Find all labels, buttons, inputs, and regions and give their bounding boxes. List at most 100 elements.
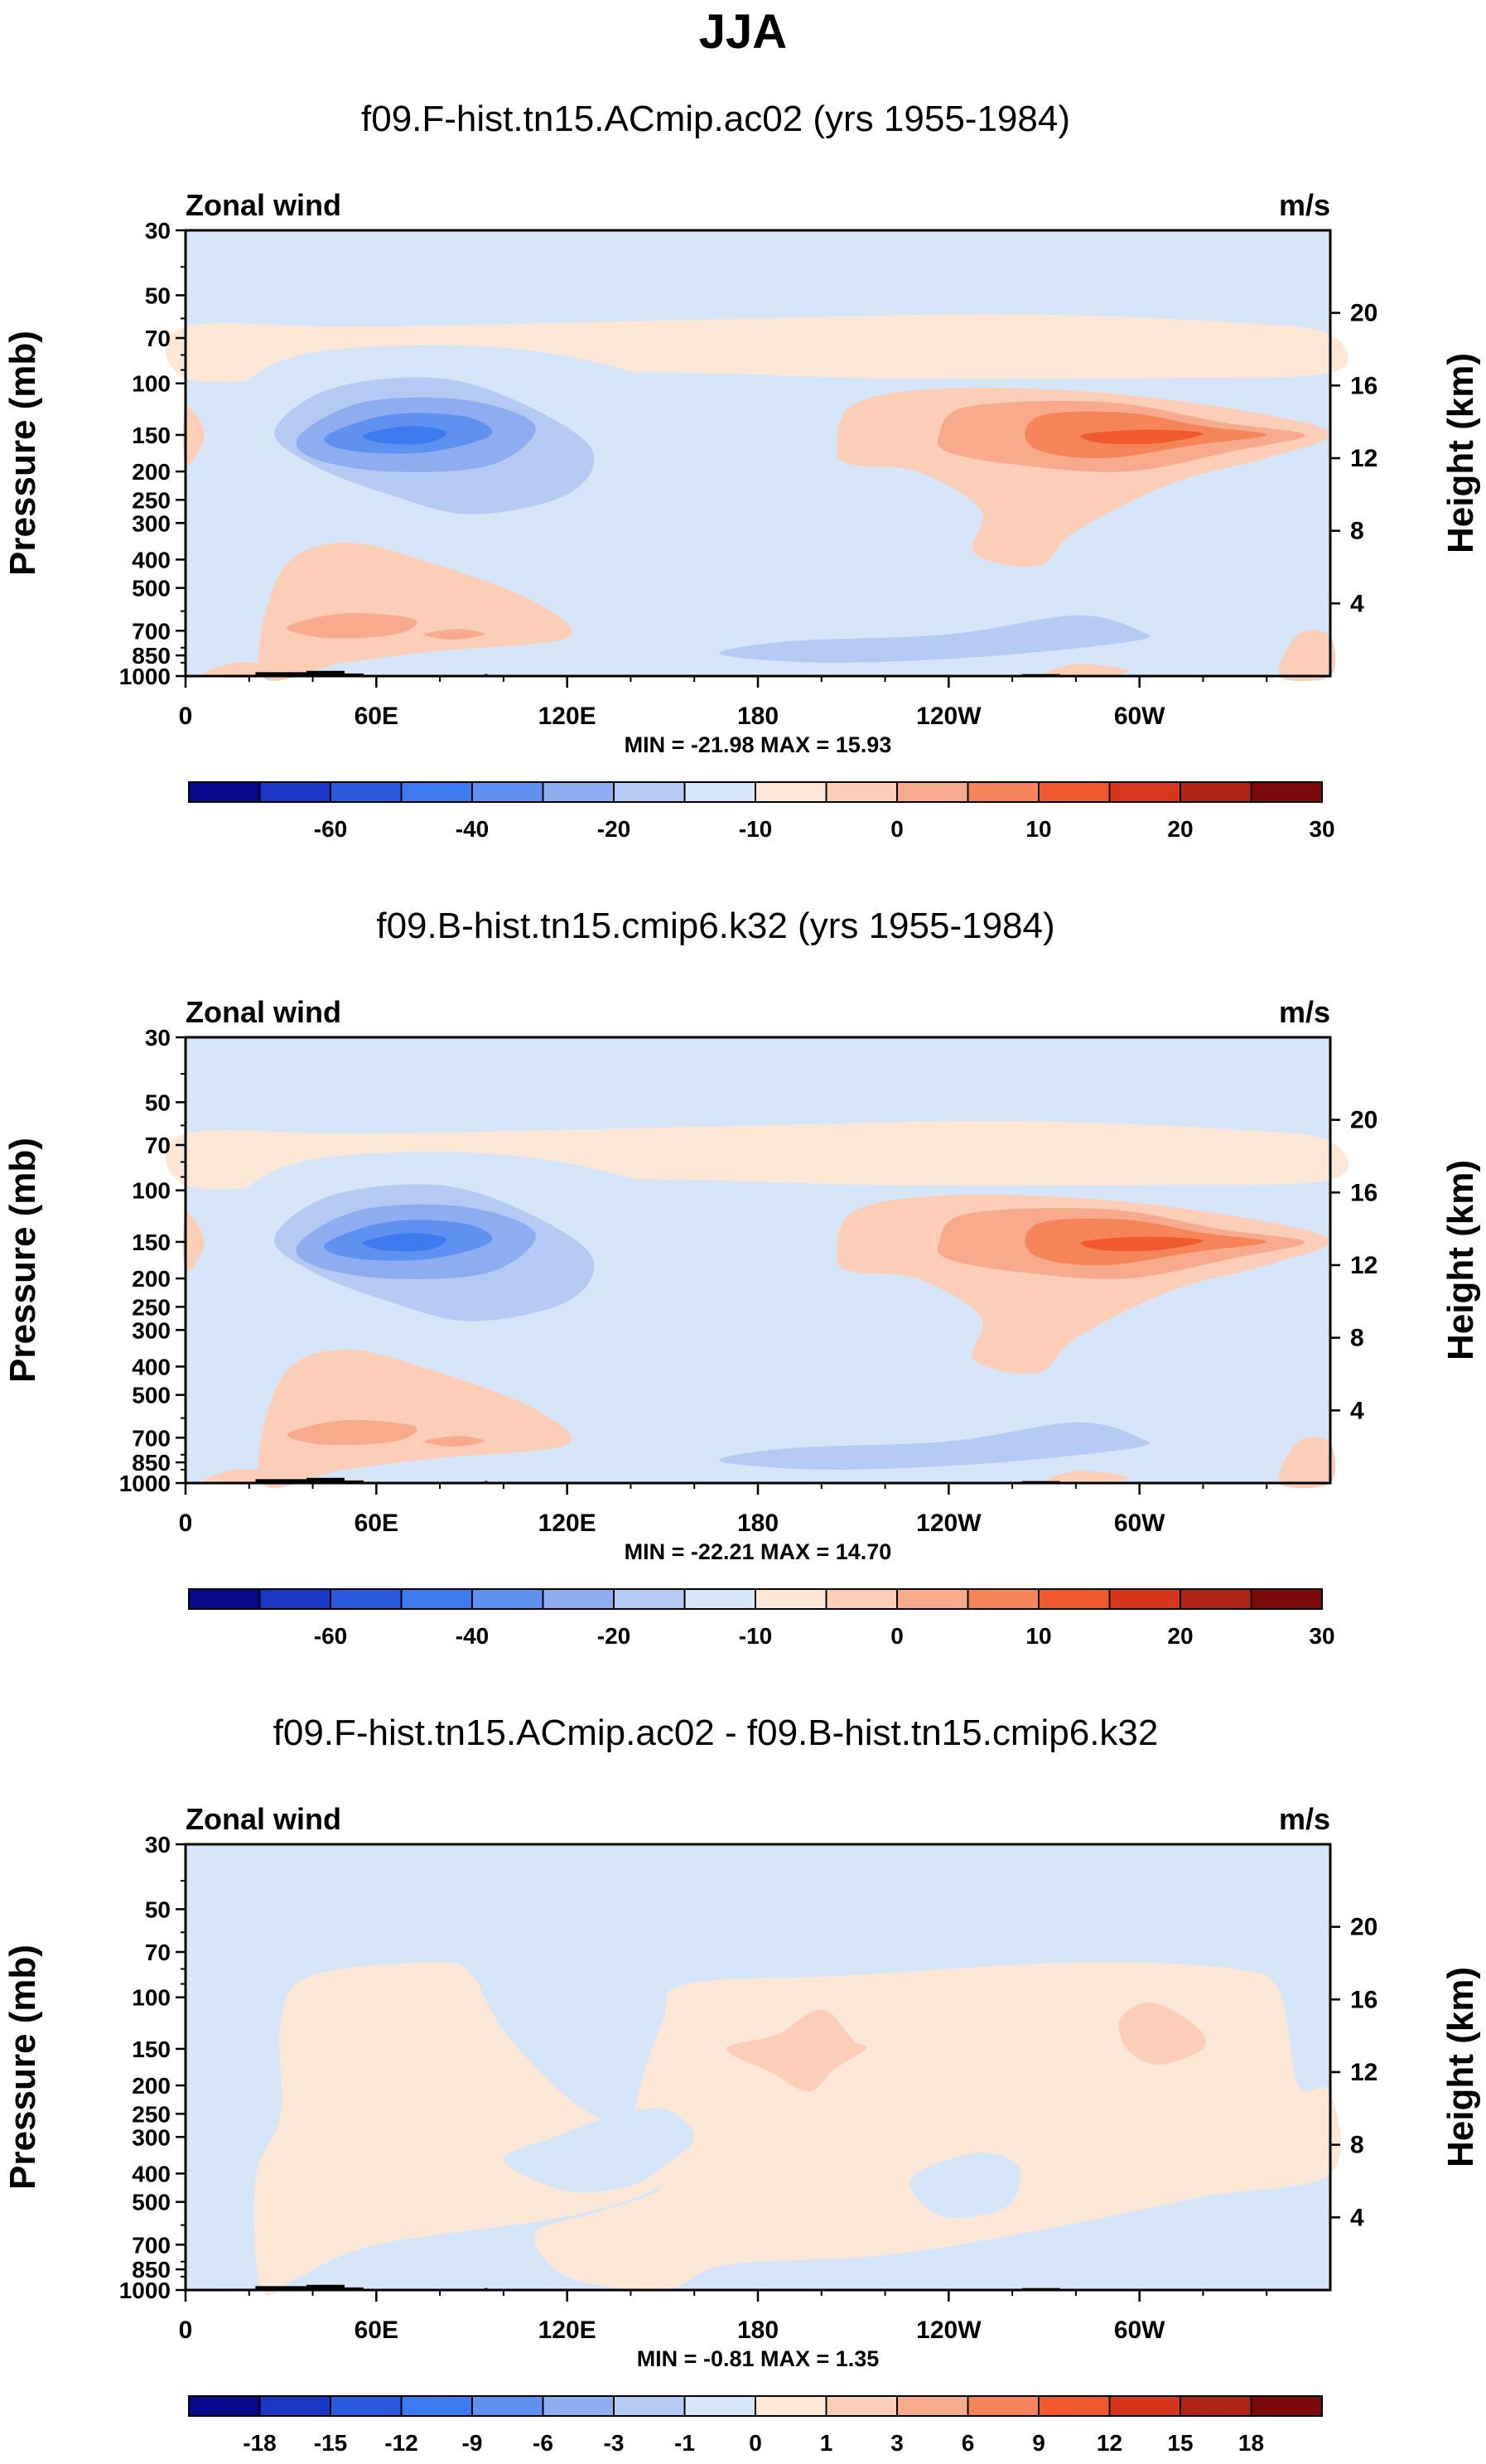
y-tick-label: 250 (132, 2101, 171, 2127)
y-tick-label: 70 (145, 1940, 171, 1965)
x-tick-label: 180 (737, 2317, 779, 2344)
y-tick-label: 50 (145, 283, 171, 308)
colorbar-box (330, 2395, 403, 2417)
y-tick-label: 200 (132, 1266, 171, 1292)
colorbar-box (1180, 781, 1252, 803)
colorbar-box (896, 1588, 969, 1610)
contour-lowlevel-easterly (719, 1422, 1151, 1470)
y-tick-label: 250 (132, 487, 171, 513)
colorbar-label: 6 (962, 2430, 975, 2456)
y-tick-label: 500 (132, 2190, 171, 2215)
x-tick-label: 120E (538, 703, 596, 730)
colorbar-box (967, 781, 1040, 803)
x-tick-label: 120W (916, 703, 982, 730)
y-axis-title: Pressure (mb) (2, 1138, 43, 1383)
y-tick-label: 200 (132, 2073, 171, 2099)
topography-block (344, 673, 364, 676)
colorbar: -60 -40 -20 -10 0 10 20 30 (188, 1588, 1335, 1649)
height-tick-label: 16 (1350, 1179, 1377, 1206)
colorbar-box (188, 1588, 261, 1610)
y-tick-label: 700 (132, 1425, 171, 1451)
y-tick-label: 50 (145, 1896, 171, 1922)
contour-diff-clear-east (909, 2152, 1021, 2218)
colorbar-box (1180, 1588, 1252, 1610)
y-tick-label: 200 (132, 459, 171, 485)
topography-block (344, 2287, 364, 2290)
colorbar-label: 0 (890, 816, 904, 842)
stats-text: MIN = -0.81 MAX = 1.35 (637, 2346, 880, 2371)
colorbar-box (1108, 781, 1181, 803)
height-tick-label: 8 (1350, 1325, 1364, 1352)
height-tick-label: 16 (1350, 372, 1377, 399)
colorbar: -18 -15 -12 -9 -6 -3 -1 0 1 3 6 9 12 15 18 (188, 2395, 1323, 2456)
colorbar-box (1038, 1588, 1111, 1610)
colorbar-label: 18 (1238, 2430, 1264, 2456)
colorbar-box (825, 781, 898, 803)
colorbar-box (258, 2395, 331, 2417)
x-tick-label: 60W (1114, 2317, 1165, 2344)
colorbar-label: -60 (314, 1623, 347, 1649)
colorbar-box (1180, 2395, 1252, 2417)
colorbar-box (967, 2395, 1040, 2417)
panel-left-label: Zonal wind (186, 188, 341, 222)
y-tick-label: 100 (132, 1985, 171, 2011)
y-tick-label: 150 (132, 423, 171, 448)
panel-right-label: m/s (1279, 188, 1330, 222)
colorbar-label: 0 (890, 1623, 904, 1649)
contour-lowlevel-warm2 (287, 612, 417, 639)
colorbar-label: -10 (739, 816, 772, 842)
x-tick-label: 60E (355, 703, 398, 730)
panel-right-label: m/s (1279, 1802, 1330, 1836)
colorbar-box (755, 1588, 827, 1610)
colorbar-label: 12 (1097, 2430, 1122, 2456)
height-tick-label: 12 (1350, 1252, 1377, 1279)
colorbar-box (896, 781, 969, 803)
stats-text: MIN = -21.98 MAX = 15.93 (625, 732, 892, 757)
colorbar-box (1038, 2395, 1111, 2417)
colorbar-label: 1 (820, 2430, 833, 2456)
colorbar-label: -40 (456, 816, 489, 842)
colorbar-label: -40 (456, 1623, 489, 1649)
colorbar-box (825, 2395, 898, 2417)
y-tick-label: 1000 (119, 664, 171, 689)
contour-diff-clear-mid (503, 2108, 695, 2193)
colorbar-box (542, 781, 615, 803)
height-tick-label: 4 (1350, 590, 1364, 617)
colorbar-box (400, 1588, 473, 1610)
y-tick-label: 30 (145, 1832, 171, 1858)
y-tick-label: 500 (132, 1383, 171, 1408)
panel-left-label: Zonal wind (186, 995, 341, 1029)
colorbar-box (188, 781, 261, 803)
y-tick-label: 300 (132, 510, 171, 536)
y-tick-label: 300 (132, 2124, 171, 2150)
contour-diff-warm-west (253, 1962, 669, 2296)
colorbar-box (400, 2395, 473, 2417)
contour-lowlevel-easterly (719, 615, 1151, 663)
colorbar-box (471, 781, 544, 803)
colorbar-box (188, 2395, 261, 2417)
contour-surface-warm2 (1043, 664, 1128, 678)
colorbar-box (683, 781, 756, 803)
contour-edge-warm (183, 405, 205, 466)
height-tick-label: 20 (1350, 1107, 1377, 1134)
colorbar-label: -18 (243, 2430, 276, 2456)
colorbar-label: 30 (1309, 1623, 1334, 1649)
colorbar-box (1250, 1588, 1323, 1610)
colorbar-label: -60 (314, 816, 347, 842)
y-tick-label: 150 (132, 1230, 171, 1255)
colorbar-box (825, 1588, 898, 1610)
colorbar-box (613, 1588, 686, 1610)
y-tick-label: 400 (132, 2161, 171, 2186)
height-tick-label: 12 (1350, 2059, 1377, 2086)
x-tick-label: 120W (916, 1510, 982, 1537)
colorbar-label: 10 (1025, 1623, 1051, 1649)
colorbar-label: 0 (749, 2430, 762, 2456)
x-tick-label: 180 (737, 703, 779, 730)
x-tick-label: 180 (737, 1510, 779, 1537)
contour-edge-warm (183, 1212, 205, 1273)
y-tick-label: 150 (132, 2036, 171, 2062)
x-tick-label: 120E (538, 1510, 596, 1537)
panel-title: f09.F-hist.tn15.ACmip.ac02 - f09.B-hist.… (273, 1713, 1159, 1753)
colorbar-label: -20 (597, 816, 630, 842)
